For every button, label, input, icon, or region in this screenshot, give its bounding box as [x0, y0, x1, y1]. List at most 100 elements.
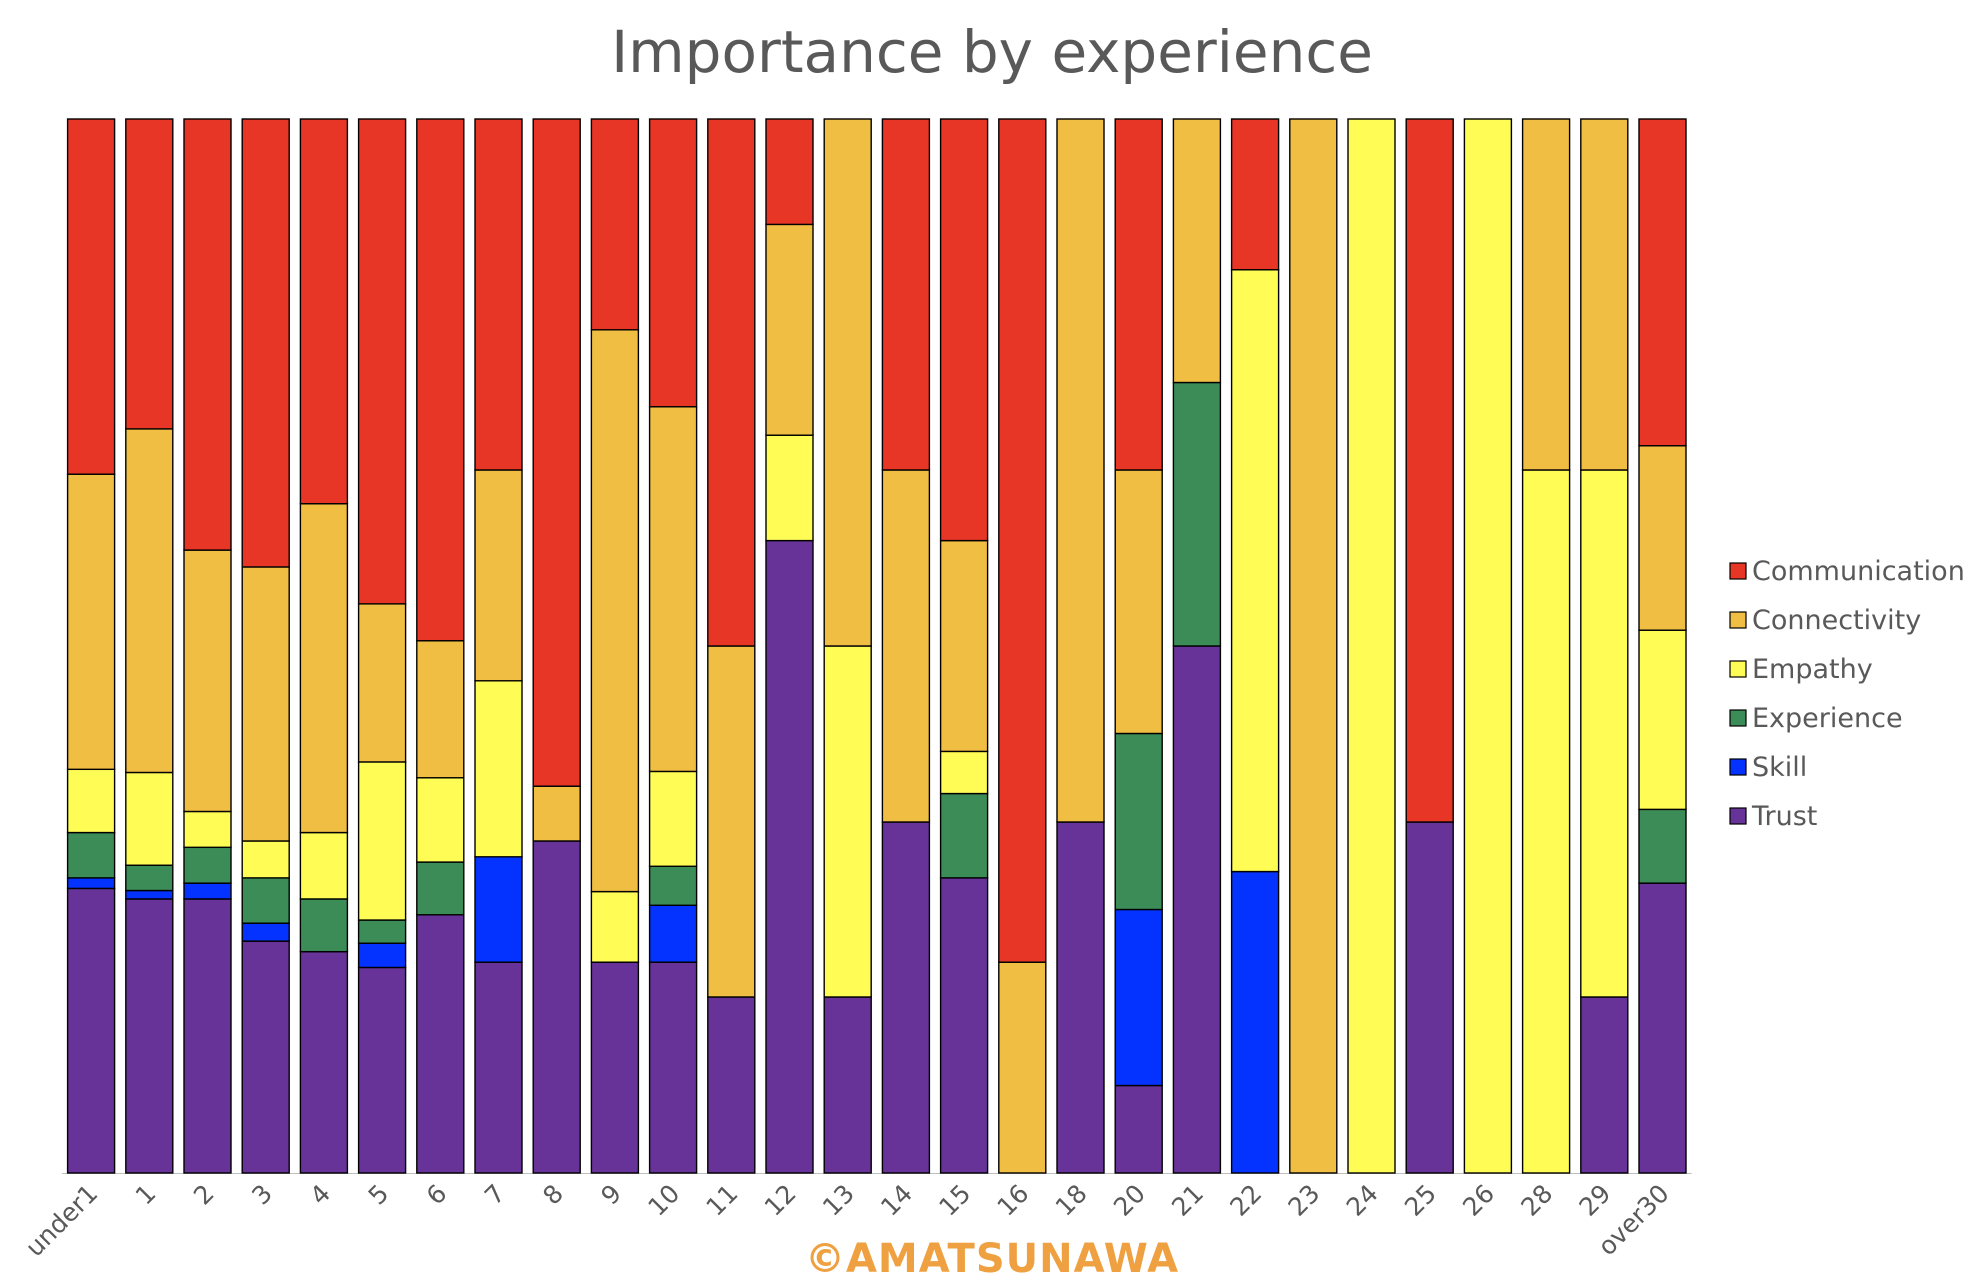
- x-tick-label: 6: [421, 1179, 453, 1211]
- bar-segment-connectivity-15: [939, 539, 989, 753]
- bar-segment-communication-4: [299, 118, 349, 505]
- bar-segment-connectivity-21: [1172, 118, 1222, 384]
- bar-segment-experience-1: [125, 864, 174, 892]
- bar-segment-communication-12: [765, 118, 814, 226]
- bar-segment-trust-25: [1405, 821, 1454, 1174]
- bar-segment-connectivity-11: [707, 645, 756, 998]
- bar-segment-trust-8: [532, 840, 581, 1174]
- bar-segment-communication-3: [241, 118, 290, 568]
- legend-label-experience: Experience: [1752, 703, 1903, 734]
- bar-segment-connectivity-29: [1580, 118, 1629, 471]
- bar-segment-trust-15: [939, 877, 989, 1174]
- bar-segment-trust-14: [881, 821, 931, 1174]
- bar-segment-empathy-24: [1347, 118, 1396, 1174]
- bar-segment-connectivity-2: [183, 549, 232, 813]
- copyright-watermark: ©AMATSUNAWA: [804, 1236, 1180, 1282]
- bar-segment-connectivity-4: [299, 503, 349, 834]
- bar-segment-trust-20: [1114, 1084, 1163, 1174]
- bar-segment-empathy-5: [357, 761, 407, 921]
- bar-segment-trust-12: [765, 539, 814, 1174]
- bar-segment-skill-1: [125, 889, 174, 900]
- bar-segment-experience-21: [1172, 381, 1222, 647]
- bar-segment-trust-21: [1172, 645, 1222, 1174]
- x-tick-label: 22: [1224, 1179, 1267, 1222]
- bar-segment-skill-22: [1230, 870, 1280, 1174]
- bar-segment-empathy-12: [765, 434, 814, 542]
- bar-segment-trust-over30: [1638, 882, 1687, 1174]
- x-tick-label: 20: [1108, 1179, 1151, 1222]
- bar-segment-connectivity-under1: [66, 473, 116, 771]
- bar-segment-experience-2: [183, 846, 232, 884]
- bar-segment-empathy-22: [1230, 269, 1280, 873]
- legend-label-empathy: Empathy: [1752, 654, 1873, 685]
- bar-segment-connectivity-8: [532, 785, 581, 842]
- x-tick-label: 21: [1166, 1179, 1209, 1222]
- x-tick-label: 24: [1341, 1179, 1384, 1222]
- bar-segment-skill-3: [241, 922, 290, 942]
- legend-swatch-communication: [1729, 562, 1747, 580]
- bar-segment-skill-2: [183, 882, 232, 900]
- bar-segment-connectivity-13: [823, 118, 872, 647]
- bar-segment-trust-4: [299, 950, 349, 1174]
- x-tick-label: 16: [992, 1179, 1035, 1222]
- bar-segment-connectivity-16: [998, 961, 1047, 1174]
- bar-segment-connectivity-14: [881, 469, 931, 823]
- bar-segment-skill-10: [648, 904, 698, 963]
- bar-segment-communication-under1: [66, 118, 116, 475]
- bar-segment-experience-10: [648, 865, 698, 906]
- bar-segment-empathy-26: [1463, 118, 1513, 1174]
- x-tick-label: 26: [1457, 1179, 1500, 1222]
- bar-segment-experience-over30: [1638, 808, 1687, 884]
- bar-segment-experience-3: [241, 877, 290, 924]
- bar-segment-experience-5: [357, 919, 407, 944]
- bar-segment-connectivity-20: [1114, 469, 1163, 735]
- bar-segment-connectivity-9: [590, 329, 640, 893]
- bar-segment-experience-15: [939, 792, 989, 879]
- bar-segment-empathy-2: [183, 810, 232, 849]
- bar-segment-communication-25: [1405, 118, 1454, 823]
- x-tick-label: 2: [188, 1179, 220, 1211]
- chart-title: Importance by experience: [611, 18, 1373, 86]
- bar-segment-empathy-28: [1521, 469, 1571, 1174]
- bar-segment-empathy-15: [939, 750, 989, 795]
- x-tick-label: 5: [363, 1179, 395, 1211]
- bar-segment-connectivity-28: [1521, 118, 1571, 471]
- bar-segment-experience-6: [416, 861, 465, 916]
- bar-segment-connectivity-12: [765, 223, 814, 436]
- bar-segment-connectivity-23: [1289, 118, 1338, 1174]
- bar-segment-empathy-10: [648, 770, 698, 867]
- bar-segment-trust-under1: [66, 887, 116, 1174]
- legend-swatch-trust: [1729, 807, 1747, 825]
- x-tick-label: 14: [875, 1179, 918, 1222]
- bar-segment-communication-10: [648, 118, 698, 408]
- bar-segment-communication-5: [357, 118, 407, 605]
- bar-segment-empathy-13: [823, 645, 872, 998]
- bar-segment-experience-20: [1114, 732, 1163, 911]
- bar-segment-skill-under1: [66, 877, 116, 890]
- bar-segment-empathy-3: [241, 840, 290, 879]
- x-tick-label: 18: [1050, 1179, 1093, 1222]
- bar-segment-trust-5: [357, 966, 407, 1174]
- x-tick-label: 28: [1515, 1179, 1558, 1222]
- bar-segment-trust-11: [707, 996, 756, 1174]
- bar-segment-connectivity-5: [357, 603, 407, 763]
- bar-segment-trust-29: [1580, 996, 1629, 1174]
- bar-segment-trust-1: [125, 898, 174, 1174]
- bar-segment-communication-16: [998, 118, 1047, 963]
- bar-segment-communication-1: [125, 118, 174, 430]
- bar-segment-skill-20: [1114, 908, 1163, 1087]
- x-tick-label: 4: [304, 1179, 336, 1211]
- bar-segment-communication-14: [881, 118, 931, 471]
- bar-segment-empathy-29: [1580, 469, 1629, 998]
- legend-swatch-skill: [1729, 758, 1747, 776]
- bar-segment-trust-9: [590, 961, 640, 1174]
- bar-segment-connectivity-10: [648, 406, 698, 773]
- legend-swatch-experience: [1729, 709, 1747, 727]
- bar-segment-empathy-7: [474, 680, 523, 858]
- x-tick-label: 10: [642, 1179, 685, 1222]
- bar-segment-communication-8: [532, 118, 581, 787]
- x-tick-label: 7: [479, 1179, 511, 1211]
- x-tick-label: 13: [817, 1179, 860, 1222]
